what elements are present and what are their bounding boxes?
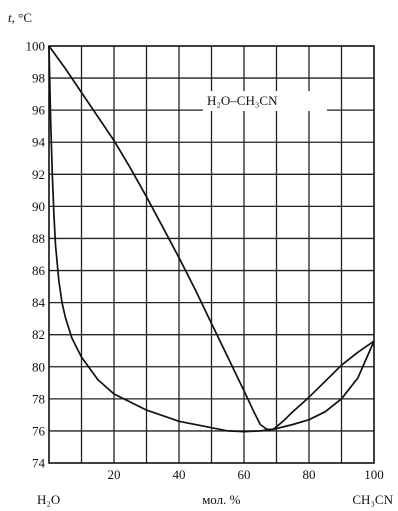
y-tick-label: 92 bbox=[32, 167, 45, 182]
vapor-curve bbox=[48, 45, 375, 431]
y-tick-label: 96 bbox=[32, 103, 46, 118]
x-axis-left-component: H₂O bbox=[37, 492, 60, 507]
x-tick-label: 100 bbox=[364, 467, 384, 482]
y-tick-label: 78 bbox=[32, 391, 45, 406]
axis-titles: t, °C мол. % H₂O CH₃CN bbox=[8, 10, 394, 507]
grid bbox=[48, 45, 375, 464]
y-axis-variable: t bbox=[8, 10, 12, 25]
x-tick-label: 80 bbox=[303, 467, 316, 482]
y-tick-label: 86 bbox=[32, 263, 46, 278]
plot-frame bbox=[48, 45, 375, 464]
x-axis-label: мол. % bbox=[202, 492, 241, 507]
y-tick-label: 80 bbox=[32, 359, 45, 374]
x-tick-label: 20 bbox=[108, 467, 121, 482]
y-tick-label: 84 bbox=[32, 295, 46, 310]
y-tick-label: 76 bbox=[32, 423, 46, 438]
y-tick-label: 74 bbox=[32, 456, 46, 471]
y-tick-label: 90 bbox=[32, 199, 45, 214]
y-axis-unit: , °C bbox=[12, 10, 32, 25]
y-axis-label: t, °C bbox=[8, 10, 32, 25]
x-axis-right-component: CH₃CN bbox=[352, 492, 393, 507]
liquid-curve bbox=[48, 45, 375, 433]
annotation-background bbox=[203, 91, 327, 111]
y-tick-label: 82 bbox=[32, 327, 45, 342]
x-tick-label: 40 bbox=[173, 467, 186, 482]
x-tick-label: 60 bbox=[238, 467, 251, 482]
y-tick-label: 94 bbox=[32, 135, 46, 150]
y-tick-label: 88 bbox=[32, 231, 45, 246]
y-tick-label: 98 bbox=[32, 71, 45, 86]
tick-labels: 74 76 78 80 82 84 86 88 90 92 94 96 98 100 20 40 60 80 100 bbox=[26, 39, 384, 483]
annotation-group: H₂O–CH₃CN bbox=[203, 91, 327, 111]
curves bbox=[48, 45, 375, 433]
y-tick-label: 100 bbox=[26, 39, 46, 54]
annotation-label: H₂O–CH₃CN bbox=[207, 93, 278, 108]
